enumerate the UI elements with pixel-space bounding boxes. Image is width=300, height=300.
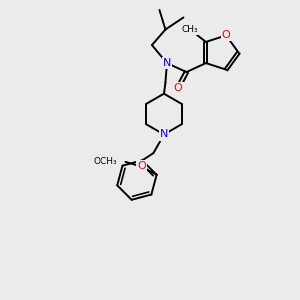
Text: N: N xyxy=(160,130,168,140)
Text: CH₃: CH₃ xyxy=(181,26,198,34)
Text: O: O xyxy=(222,30,230,40)
Text: O: O xyxy=(137,161,146,171)
Text: OCH₃: OCH₃ xyxy=(93,158,117,166)
Text: O: O xyxy=(174,83,182,93)
Text: N: N xyxy=(163,58,171,68)
